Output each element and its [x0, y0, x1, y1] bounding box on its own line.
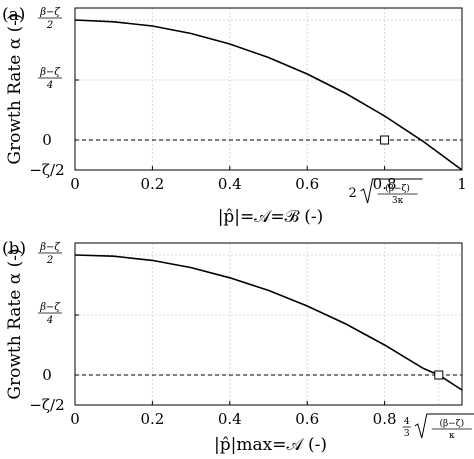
- y-tick-denominator: 2: [46, 255, 53, 266]
- x-tick-label: 0.4: [218, 175, 242, 193]
- root-marker-square: [434, 370, 444, 380]
- x-tick-label: 0.6: [295, 175, 319, 193]
- y-tick-denominator: 4: [46, 315, 53, 326]
- y-tick-denominator: 4: [46, 80, 53, 91]
- x-tick-label: 0.6: [295, 410, 319, 428]
- sqrt-radical: [414, 413, 474, 439]
- x-tick-label-sqrt: 4 3 (β−ζ) κ: [402, 413, 474, 441]
- y-tick-label: 0: [42, 131, 52, 149]
- x-tick-label: 0.8: [373, 410, 397, 428]
- y-tick-numerator: β−ζ: [39, 67, 60, 78]
- y-axis-label: Growth Rate α (-): [5, 248, 25, 399]
- growth-rate-curve: [74, 19, 463, 171]
- x-tick-label: 1: [457, 175, 467, 193]
- x-tick-label: 0.2: [140, 410, 164, 428]
- y-tick-label-fraction: β−ζ 4: [38, 302, 62, 326]
- growth-rate-curve: [74, 254, 463, 391]
- x-axis-label: |p̂|max=𝒜 (-): [214, 435, 327, 455]
- sqrt-denominator: κ: [449, 431, 455, 441]
- y-tick-numerator: β−ζ: [39, 302, 60, 313]
- sqrt-coefficient-num: 4: [404, 417, 410, 427]
- x-tick-label: 0: [70, 410, 80, 428]
- y-tick-numerator: β−ζ: [39, 7, 60, 18]
- x-axis-label: |p̂|=𝒜=ℬ (-): [218, 207, 324, 227]
- sqrt-denominator: 3κ: [392, 196, 404, 206]
- y-tick-label: −ζ/2: [29, 161, 64, 179]
- sqrt-radical: [360, 178, 423, 204]
- x-tick-label: 0: [70, 175, 80, 193]
- panel-b: 0 0.2 0.4 0.6 0.8 4 3 (β−ζ) κ β−ζ 2 β−ζ 4 0 −ζ/2 (b)Gro…: [2, 239, 474, 455]
- y-tick-denominator: 2: [46, 20, 53, 31]
- panel-label: (a): [2, 5, 25, 25]
- plot-frame: [74, 242, 463, 406]
- root-marker-square: [380, 135, 390, 145]
- sqrt-coefficient-den: 3: [404, 429, 410, 439]
- y-tick-label: 0: [42, 366, 52, 384]
- sqrt-numerator: (β−ζ): [439, 418, 464, 429]
- plot-frame: [74, 7, 463, 171]
- y-axis-label: Growth Rate α (-): [5, 13, 25, 164]
- y-tick-label: −ζ/2: [29, 396, 64, 414]
- x-tick-label-sqrt: 2 (β−ζ) 3κ: [348, 178, 423, 206]
- sqrt-numerator: (β−ζ): [385, 183, 410, 194]
- panel-a: 0 0.2 0.4 0.6 0.8 12 (β−ζ)3κβ−ζ2β−ζ40−ζ/2(a)Gr…: [2, 5, 467, 227]
- y-tick-label-fraction: β−ζ 4: [38, 67, 62, 91]
- x-tick-label: 0.2: [140, 175, 164, 193]
- y-tick-numerator: β−ζ: [39, 242, 60, 253]
- sqrt-coefficient: 2: [348, 186, 356, 201]
- y-tick-label-fraction: β−ζ 2: [38, 242, 62, 266]
- panel-label: (b): [2, 239, 26, 259]
- x-tick-label: 0.4: [218, 410, 242, 428]
- y-tick-label-fraction: β−ζ 2: [38, 7, 62, 31]
